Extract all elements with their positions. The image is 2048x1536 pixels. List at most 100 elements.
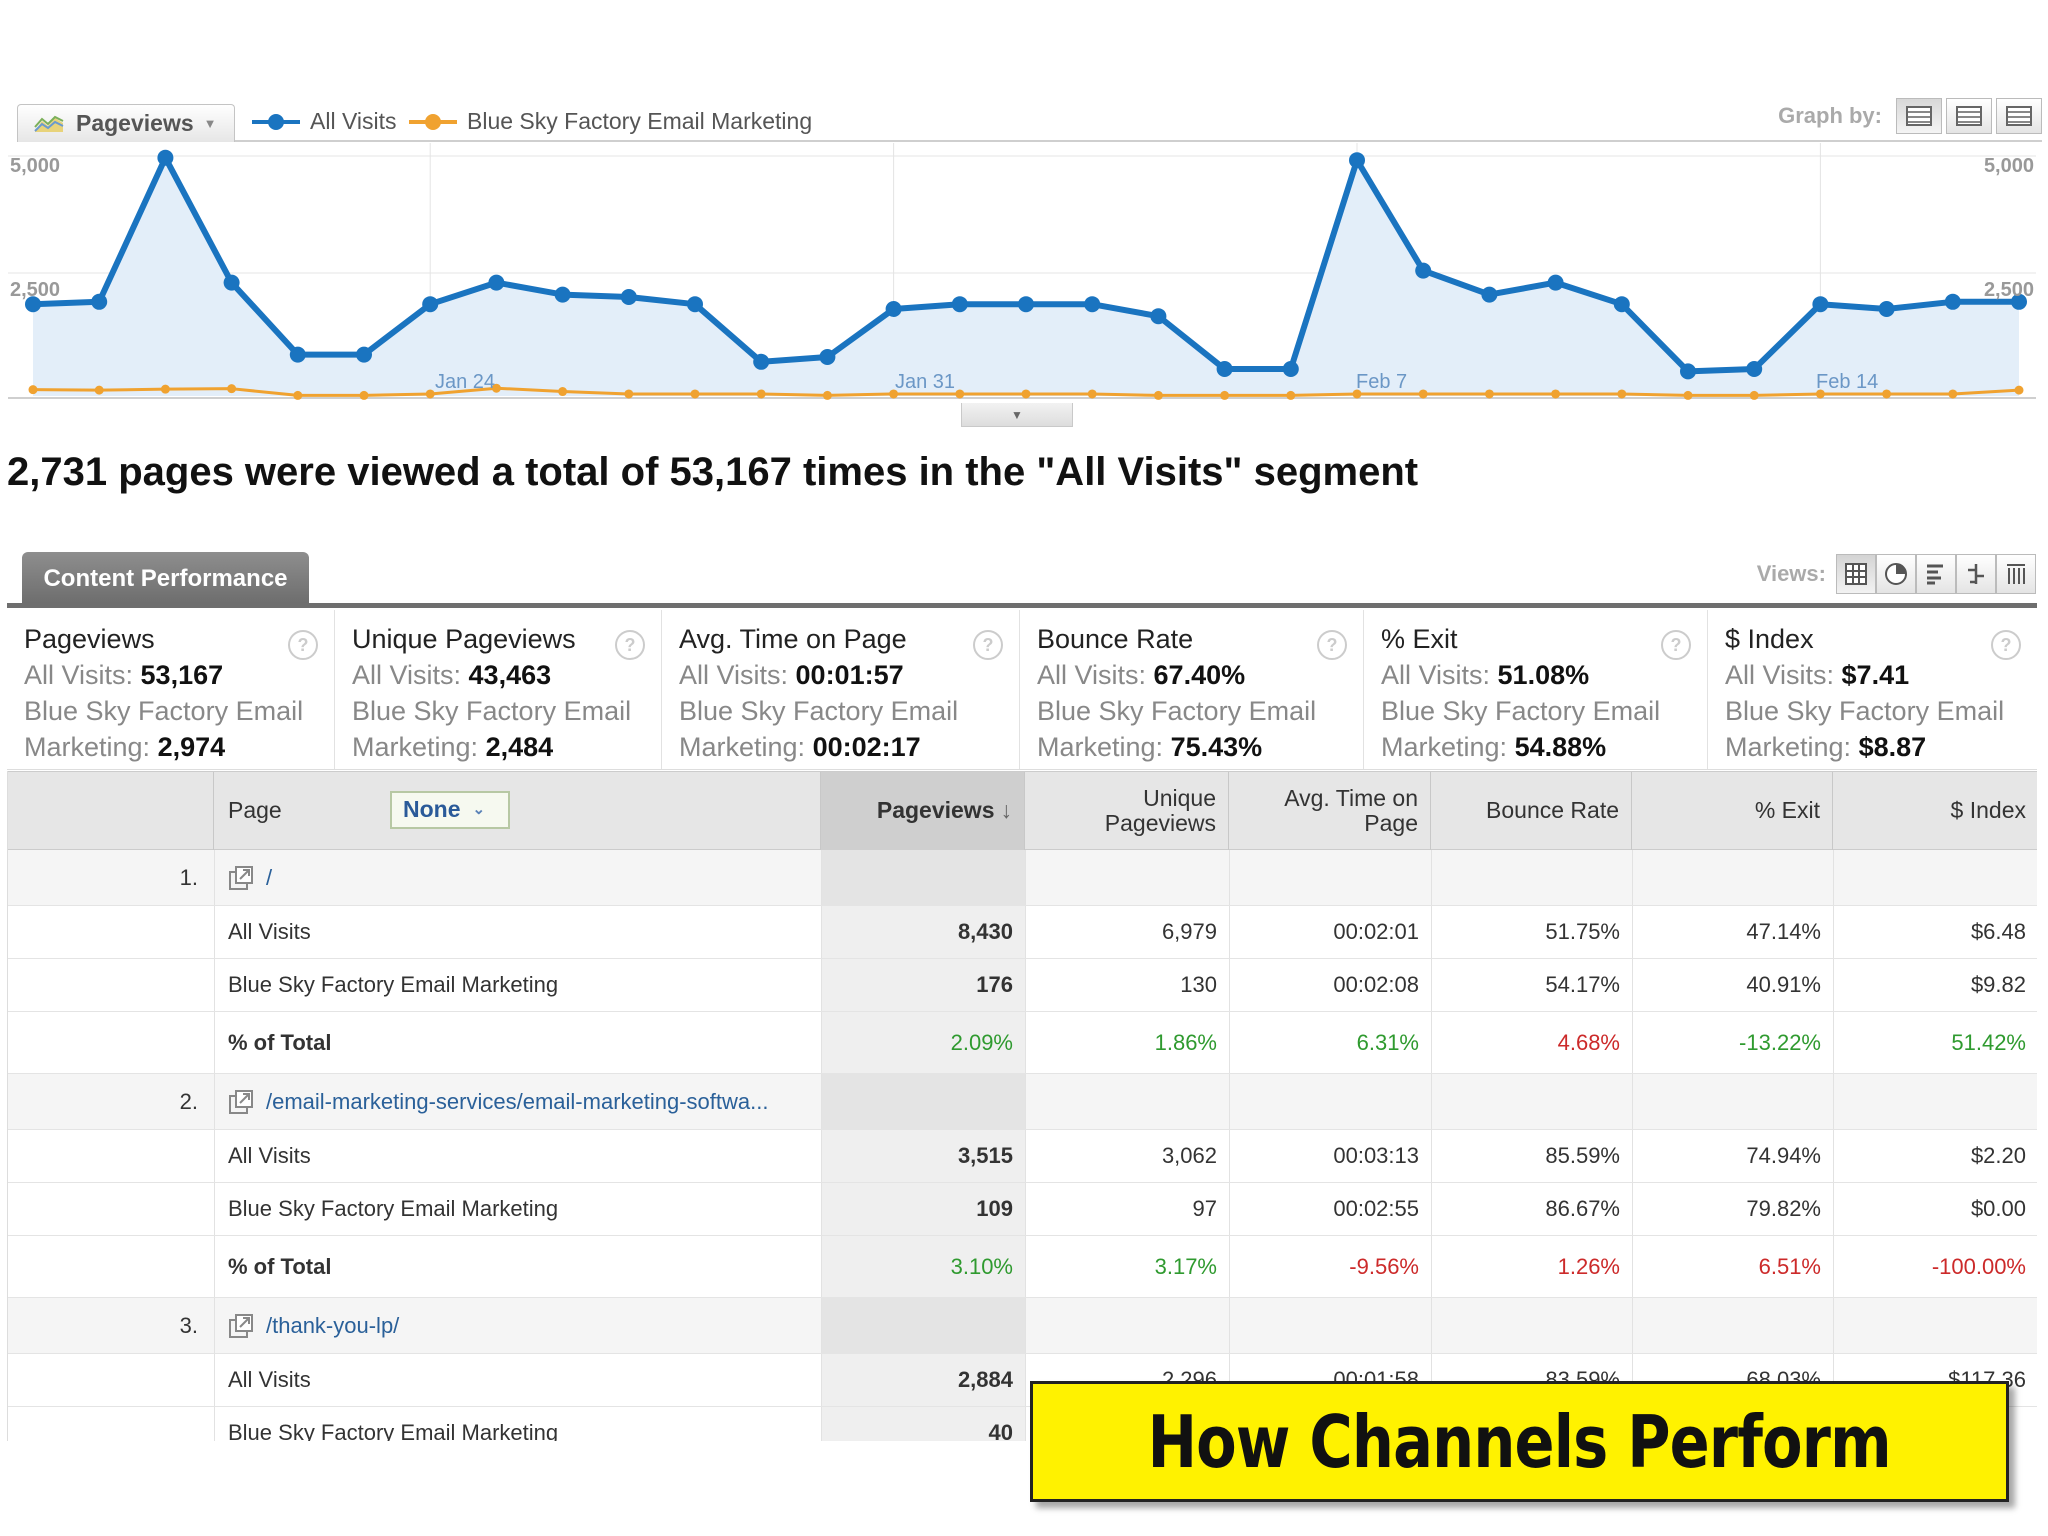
- data-point: [1680, 363, 1696, 380]
- scorecard-title: $ Index: [1725, 624, 1814, 654]
- bar-view-button[interactable]: [1916, 554, 1956, 594]
- metric-selector[interactable]: Pageviews ▼: [17, 104, 235, 142]
- metric-cell: 40: [988, 1420, 1013, 1441]
- pie-view-button[interactable]: [1876, 554, 1916, 594]
- scorecard-bounce-rate[interactable]: Bounce Rate All Visits: 67.40% Blue Sky …: [1020, 610, 1364, 769]
- header-label: Avg. Time on Page: [1284, 784, 1418, 836]
- header-avg-time[interactable]: Avg. Time on Page: [1229, 772, 1431, 850]
- page-path-link[interactable]: /thank-you-lp/: [266, 1312, 400, 1338]
- data-point: [91, 293, 108, 310]
- external-link-icon[interactable]: [228, 1089, 254, 1115]
- graph-by-week-button[interactable]: [1946, 98, 1992, 134]
- scorecard-segment-line: Blue Sky Factory Email: [1381, 696, 1661, 726]
- column-divider: [1833, 850, 1834, 905]
- comparison-view-button[interactable]: [1956, 554, 1996, 594]
- scorecard-value: 2,484: [485, 732, 554, 762]
- metric-cell: 3.10%: [950, 1253, 1013, 1279]
- metric-cell: 47.14%: [1746, 919, 1821, 944]
- scorecard-segment-line: Blue Sky Factory Email: [1725, 696, 2005, 726]
- pie-chart-icon: [1885, 563, 1907, 585]
- legend-segment: Blue Sky Factory Email Marketing: [409, 108, 812, 135]
- data-point: [293, 390, 303, 400]
- data-point: [1150, 308, 1167, 325]
- metric-cell: -9.56%: [1349, 1253, 1419, 1279]
- help-icon[interactable]: ?: [973, 630, 1003, 660]
- row-label: All Visits: [228, 1367, 311, 1392]
- pivot-icon: [2007, 564, 2025, 584]
- table-row: Blue Sky Factory Email Marketing 176 130 00…: [8, 959, 2037, 1012]
- external-link-icon[interactable]: [228, 1313, 254, 1339]
- scorecard-pageviews[interactable]: Pageviews All Visits: 53,167 Blue Sky Fa…: [7, 610, 335, 769]
- sorted-column-bg: [821, 1298, 1025, 1353]
- header-label: Bounce Rate: [1486, 797, 1619, 824]
- column-divider: [1632, 1236, 1633, 1297]
- header-unique-pageviews[interactable]: Unique Pageviews: [1025, 772, 1229, 850]
- column-divider: [1431, 1074, 1432, 1129]
- column-divider: [1229, 1236, 1230, 1297]
- data-point: [1617, 389, 1627, 399]
- page-path-link[interactable]: /: [266, 864, 273, 890]
- table-view-button[interactable]: [1836, 554, 1876, 594]
- scorecard-all-visits: All Visits: 00:01:57: [679, 660, 1019, 691]
- column-divider: [1229, 1183, 1230, 1235]
- scorecard-avg-time[interactable]: Avg. Time on Page All Visits: 00:01:57 B…: [662, 610, 1020, 769]
- column-divider: [1833, 1236, 1834, 1297]
- row-index: 2.: [179, 1088, 198, 1114]
- data-point: [1547, 274, 1564, 291]
- scorecard-unique-pageviews[interactable]: Unique Pageviews All Visits: 43,463 Blue…: [335, 610, 662, 769]
- metric-cell: 51.75%: [1545, 919, 1620, 944]
- column-divider: [821, 1407, 822, 1441]
- metric-cell: 00:03:13: [1333, 1143, 1419, 1168]
- column-divider: [1833, 1074, 1834, 1129]
- header-exit[interactable]: % Exit: [1632, 772, 1833, 850]
- metric-cell: $9.82: [1970, 972, 2026, 997]
- scorecard-prefix: Marketing:: [24, 732, 158, 762]
- data-point: [359, 390, 369, 400]
- metric-cell: -13.22%: [1739, 1029, 1821, 1055]
- header-dollar-index[interactable]: $ Index: [1833, 772, 2037, 850]
- column-divider: [1833, 959, 1834, 1011]
- page-header: Page None ⌄: [214, 772, 821, 850]
- header-bounce-rate[interactable]: Bounce Rate: [1431, 772, 1632, 850]
- help-icon[interactable]: ?: [1317, 630, 1347, 660]
- data-point: [822, 390, 832, 400]
- sorted-column-bg: [821, 1074, 1025, 1129]
- header-pageviews[interactable]: Pageviews ↓: [821, 772, 1025, 850]
- column-divider: [1833, 1130, 1834, 1182]
- data-point: [1878, 301, 1895, 317]
- row-label: % of Total: [228, 1253, 332, 1279]
- tab-content-performance[interactable]: Content Performance: [22, 552, 309, 606]
- help-icon[interactable]: ?: [1991, 630, 2021, 660]
- help-icon[interactable]: ?: [1661, 630, 1691, 660]
- scorecard-segment: Marketing: 00:02:17: [679, 732, 1019, 763]
- external-link-icon[interactable]: [228, 865, 254, 891]
- column-divider: [214, 1354, 215, 1406]
- scorecard-dollar-index[interactable]: $ Index All Visits: $7.41 Blue Sky Facto…: [1708, 610, 2037, 769]
- help-icon[interactable]: ?: [288, 630, 318, 660]
- row-index: 3.: [179, 1312, 198, 1338]
- x-date-label: Feb 14: [1816, 371, 1879, 393]
- metric-cell: 00:02:08: [1333, 972, 1419, 997]
- scorecard-title: Unique Pageviews: [352, 624, 576, 654]
- column-divider: [1431, 906, 1432, 958]
- secondary-dimension-select[interactable]: None ⌄: [390, 791, 510, 829]
- graph-by-day-button[interactable]: [1896, 98, 1942, 134]
- scorecard-segment-line: Blue Sky Factory Email: [679, 696, 959, 726]
- column-divider: [1632, 1012, 1633, 1073]
- scorecard-prefix: Marketing:: [1725, 732, 1859, 762]
- row-index: 1.: [179, 864, 198, 890]
- scorecard-exit[interactable]: % Exit All Visits: 51.08% Blue Sky Facto…: [1364, 610, 1708, 769]
- column-divider: [1229, 1012, 1230, 1073]
- scorecard-segment: Marketing: 2,974: [24, 732, 334, 763]
- column-divider: [1632, 906, 1633, 958]
- pivot-view-button[interactable]: [1996, 554, 2036, 594]
- scorecard-value: 75.43%: [1170, 732, 1263, 762]
- table-row: Blue Sky Factory Email Marketing 109 97 00:…: [8, 1183, 2037, 1236]
- sort-down-arrow-icon: ↓: [1000, 797, 1013, 824]
- graph-by-month-button[interactable]: [1996, 98, 2042, 134]
- data-point: [1948, 389, 1958, 399]
- collapse-graph-toggle[interactable]: ▼: [961, 403, 1073, 427]
- page-path-link[interactable]: /email-marketing-services/email-marketin…: [266, 1088, 769, 1114]
- help-icon[interactable]: ?: [615, 630, 645, 660]
- data-point: [94, 385, 104, 395]
